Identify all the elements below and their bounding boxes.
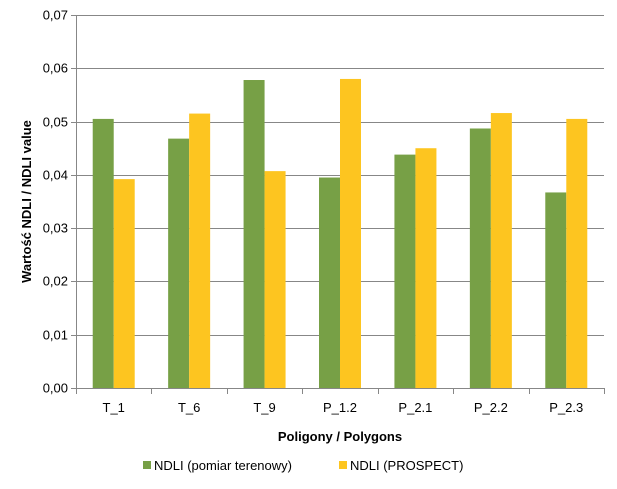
bar-terenowy-P_2.1: [394, 154, 416, 388]
x-tick-label: T_9: [253, 400, 275, 415]
bars: [92, 78, 588, 389]
y-tick-label: 0,07: [43, 8, 68, 23]
x-tick-label: P_2.2: [474, 400, 508, 415]
bar-terenowy-P_2.3: [545, 192, 567, 388]
y-tick-label: 0,03: [43, 221, 68, 236]
bar-prospect-P_2.3: [566, 118, 588, 389]
legend: NDLI (pomiar terenowy) NDLI (PROSPECT): [143, 458, 463, 473]
y-tick-label: 0,01: [43, 328, 68, 343]
legend-swatch-terenowy: [143, 461, 151, 469]
bar-prospect-T_9: [264, 171, 286, 388]
x-tick-label: P_2.3: [549, 400, 583, 415]
bar-terenowy-T_6: [168, 138, 190, 388]
x-axis-title: Poligony / Polygons: [278, 429, 402, 444]
bar-terenowy-P_1.2: [319, 177, 340, 388]
legend-label: NDLI (PROSPECT): [350, 458, 463, 473]
bar-prospect-T_6: [189, 113, 211, 388]
y-tick-label: 0,02: [43, 274, 68, 289]
bar-terenowy-P_2.2: [469, 128, 491, 388]
bar-prospect-P_2.2: [490, 113, 512, 388]
x-tick-label: P_1.2: [323, 400, 357, 415]
legend-label: NDLI (pomiar terenowy): [154, 458, 292, 473]
y-tick-label: 0,06: [43, 61, 68, 76]
x-tick-label: T_1: [103, 400, 125, 415]
y-tick-label: 0,05: [43, 115, 68, 130]
y-axis-title: Wartość NDLI / NDLI value: [19, 120, 34, 283]
bar-terenowy-T_9: [243, 80, 265, 388]
x-tick-label: T_6: [178, 400, 200, 415]
axes: [71, 15, 605, 394]
bar-prospect-T_1: [113, 179, 135, 388]
y-tick-label: 0,04: [43, 168, 68, 183]
tick-labels: 0,00 0,01 0,02 0,03 0,04 0,05 0,06 0,07 T_1 T_6 T_…: [43, 8, 584, 416]
x-tick-label: P_2.1: [398, 400, 432, 415]
y-tick-label: 0,00: [43, 381, 68, 396]
bar-prospect-P_2.1: [415, 148, 437, 388]
legend-swatch-prospect: [339, 461, 347, 469]
bar-terenowy-T_1: [92, 118, 114, 389]
bar-prospect-P_1.2: [340, 78, 361, 388]
